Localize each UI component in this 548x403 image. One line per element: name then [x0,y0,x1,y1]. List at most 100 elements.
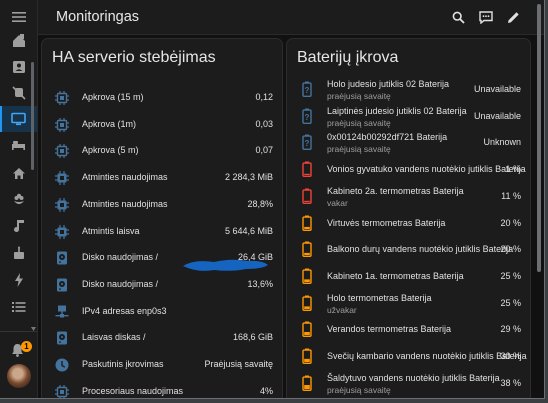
sensor-row[interactable]: Paskutinis įkrovimas Praėjusią savaitę [42,352,282,378]
battery-row[interactable]: Virtuvės termometras Baterija 20 % [287,209,530,235]
sidebar-item-kitchen[interactable] [0,240,37,266]
list-icon [11,302,25,312]
sidebar-item-list[interactable] [0,294,37,320]
sensor-value: 28,8% [247,198,273,209]
sidebar-item-monitor[interactable] [0,106,37,132]
edit-dashboard-button[interactable] [503,7,523,27]
notification-badge: 1 [21,341,32,352]
battery-value: Unavailable [473,110,521,121]
memory-icon [54,170,70,186]
network-icon [54,304,70,320]
sensor-row[interactable]: Atmintis laisva 5 644,6 MiB [42,219,282,245]
battery-value: 30 % [500,351,521,361]
sensor-row[interactable]: IPv4 adresas enp0s3 [42,299,282,325]
battery-row[interactable]: Svečių kambario vandens nuotėkio jutikli… [287,342,530,368]
battery-label: Vonios gyvatuko vandens nuotėkio jutikli… [327,164,526,175]
battery-value: 25 % [500,297,521,308]
chip-icon [54,384,70,398]
sensor-value: Praėjusią savaitę [204,359,273,369]
integrations-icon [12,34,25,47]
sensor-row[interactable]: Disko naudojimas / 26,4 GiB [42,245,282,271]
battery-label: 0x00124b00292df721 Baterija [327,132,448,143]
battery-icon [299,321,315,338]
battery-row[interactable]: Vonios gyvatuko vandens nuotėkio jutikli… [287,155,530,181]
sidebar-item-music[interactable] [0,213,37,239]
page-scrollbar[interactable] [537,4,541,272]
last-changed: praėjusią savaitę [327,117,391,128]
battery-row[interactable]: Šaldytuvo vandens nuotėkio jutiklis Bate… [287,369,530,395]
sensor-value: 0,07 [255,145,273,156]
chip-icon [54,90,70,106]
battery-row[interactable]: Kabineto 1a. termometras Baterija 25 % [287,262,530,288]
sidebar-item-home[interactable] [0,160,37,186]
sensor-value: 0,12 [255,92,273,102]
harddisk-icon [54,330,70,346]
sensor-row[interactable]: Laisvas diskas / 168,6 GiB [42,325,282,351]
sidebar-item-integrations[interactable] [0,28,37,54]
battery-row[interactable]: ? Holo judesio jutiklis 02 Baterija praėju… [287,75,530,101]
search-icon [452,11,465,24]
battery-label: Balkono durų vandens nuotėkio jutiklis B… [327,244,514,255]
battery-row[interactable]: Holo termometras Baterija užvakar 25 % [287,289,530,315]
menu-icon [11,12,26,22]
harddisk-icon [54,277,70,293]
battery-label: Kabineto 2a. termometras Baterija [327,185,464,196]
battery-label: Kabineto 1a. termometras Baterija [327,270,464,281]
battery-card: Baterijų įkrova ? Holo judesio jutiklis 0… [286,38,531,398]
sidebar-item-bedroom[interactable] [0,132,37,158]
battery-icon: ? [299,134,315,151]
sensor-label: Laisvas diskas / [82,332,146,343]
battery-row[interactable]: Balkono durų vandens nuotėkio jutiklis B… [287,235,530,261]
battery-row[interactable]: Kabineto 2a. termometras Baterija vakar 11… [287,182,530,208]
svg-text:?: ? [305,86,310,95]
last-changed: praėjusią savaitę [327,384,391,395]
assist-icon [479,10,493,24]
battery-row[interactable]: Verandos termometras Baterija 29 % [287,315,530,341]
card-title: Baterijų įkrova [297,49,399,66]
battery-label: Verandos termometras Baterija [327,324,452,335]
card-title: HA serverio stebėjimas [52,49,216,66]
sensor-row[interactable]: Atminties naudojimas 28,8% [42,192,282,218]
monitor-icon [11,112,26,126]
battery-value: 1 % [505,164,521,175]
battery-value: 25 % [500,270,521,281]
scroll-down-icon[interactable] [31,318,36,336]
sidebar: 1 [0,0,38,398]
battery-label: Holo termometras Baterija [327,292,432,303]
sensor-row[interactable]: Disko naudojimas / 13,6% [42,272,282,298]
assist-button[interactable] [476,7,496,27]
user-avatar[interactable] [7,364,31,388]
battery-row[interactable]: ? 0x00124b00292df721 Baterija praėjusią sa… [287,128,530,154]
sidebar-item-energy[interactable] [0,267,37,293]
battery-row[interactable]: ? Laiptinės judesio jutiklis 02 Baterija p… [287,102,530,128]
sidebar-item-transit[interactable] [0,80,37,106]
sensor-label: Paskutinis įkrovimas [82,359,164,369]
sidebar-item-person[interactable] [0,54,37,80]
sensor-row[interactable]: Apkrova (5 m) 0,07 [42,138,282,164]
sensor-label: Atminties naudojimas [82,198,168,209]
battery-value: 29 % [500,324,521,335]
search-button[interactable] [448,7,468,27]
svg-text:?: ? [305,139,310,148]
sidebar-item-garden[interactable] [0,186,37,212]
sensor-row[interactable]: Atminties naudojimas 2 284,3 MiB [42,165,282,191]
person-card-icon [12,61,25,73]
sensor-row[interactable]: Apkrova (1m) 0,03 [42,112,282,138]
last-changed: vakar [327,197,348,208]
sensor-row[interactable]: Apkrova (15 m) 0,12 [42,85,282,111]
battery-icon [299,295,315,311]
sensor-value: 0,03 [255,118,273,129]
sensor-row[interactable]: Procesoriaus naudojimas 4% [42,379,282,398]
sidebar-scrollbar[interactable] [31,62,34,170]
menu-button[interactable] [0,0,37,34]
notifications-button[interactable] [11,343,24,362]
memory-icon [54,197,70,213]
battery-icon: ? [299,108,315,124]
sensor-label: IPv4 adresas enp0s3 [82,305,167,316]
sensor-label: Apkrova (1m) [82,118,137,129]
battery-icon [299,241,315,258]
sensor-label: Atmintis laisva [82,225,140,236]
battery-label: Laiptinės judesio jutiklis 02 Baterija [327,105,467,116]
chip-icon [54,143,70,159]
